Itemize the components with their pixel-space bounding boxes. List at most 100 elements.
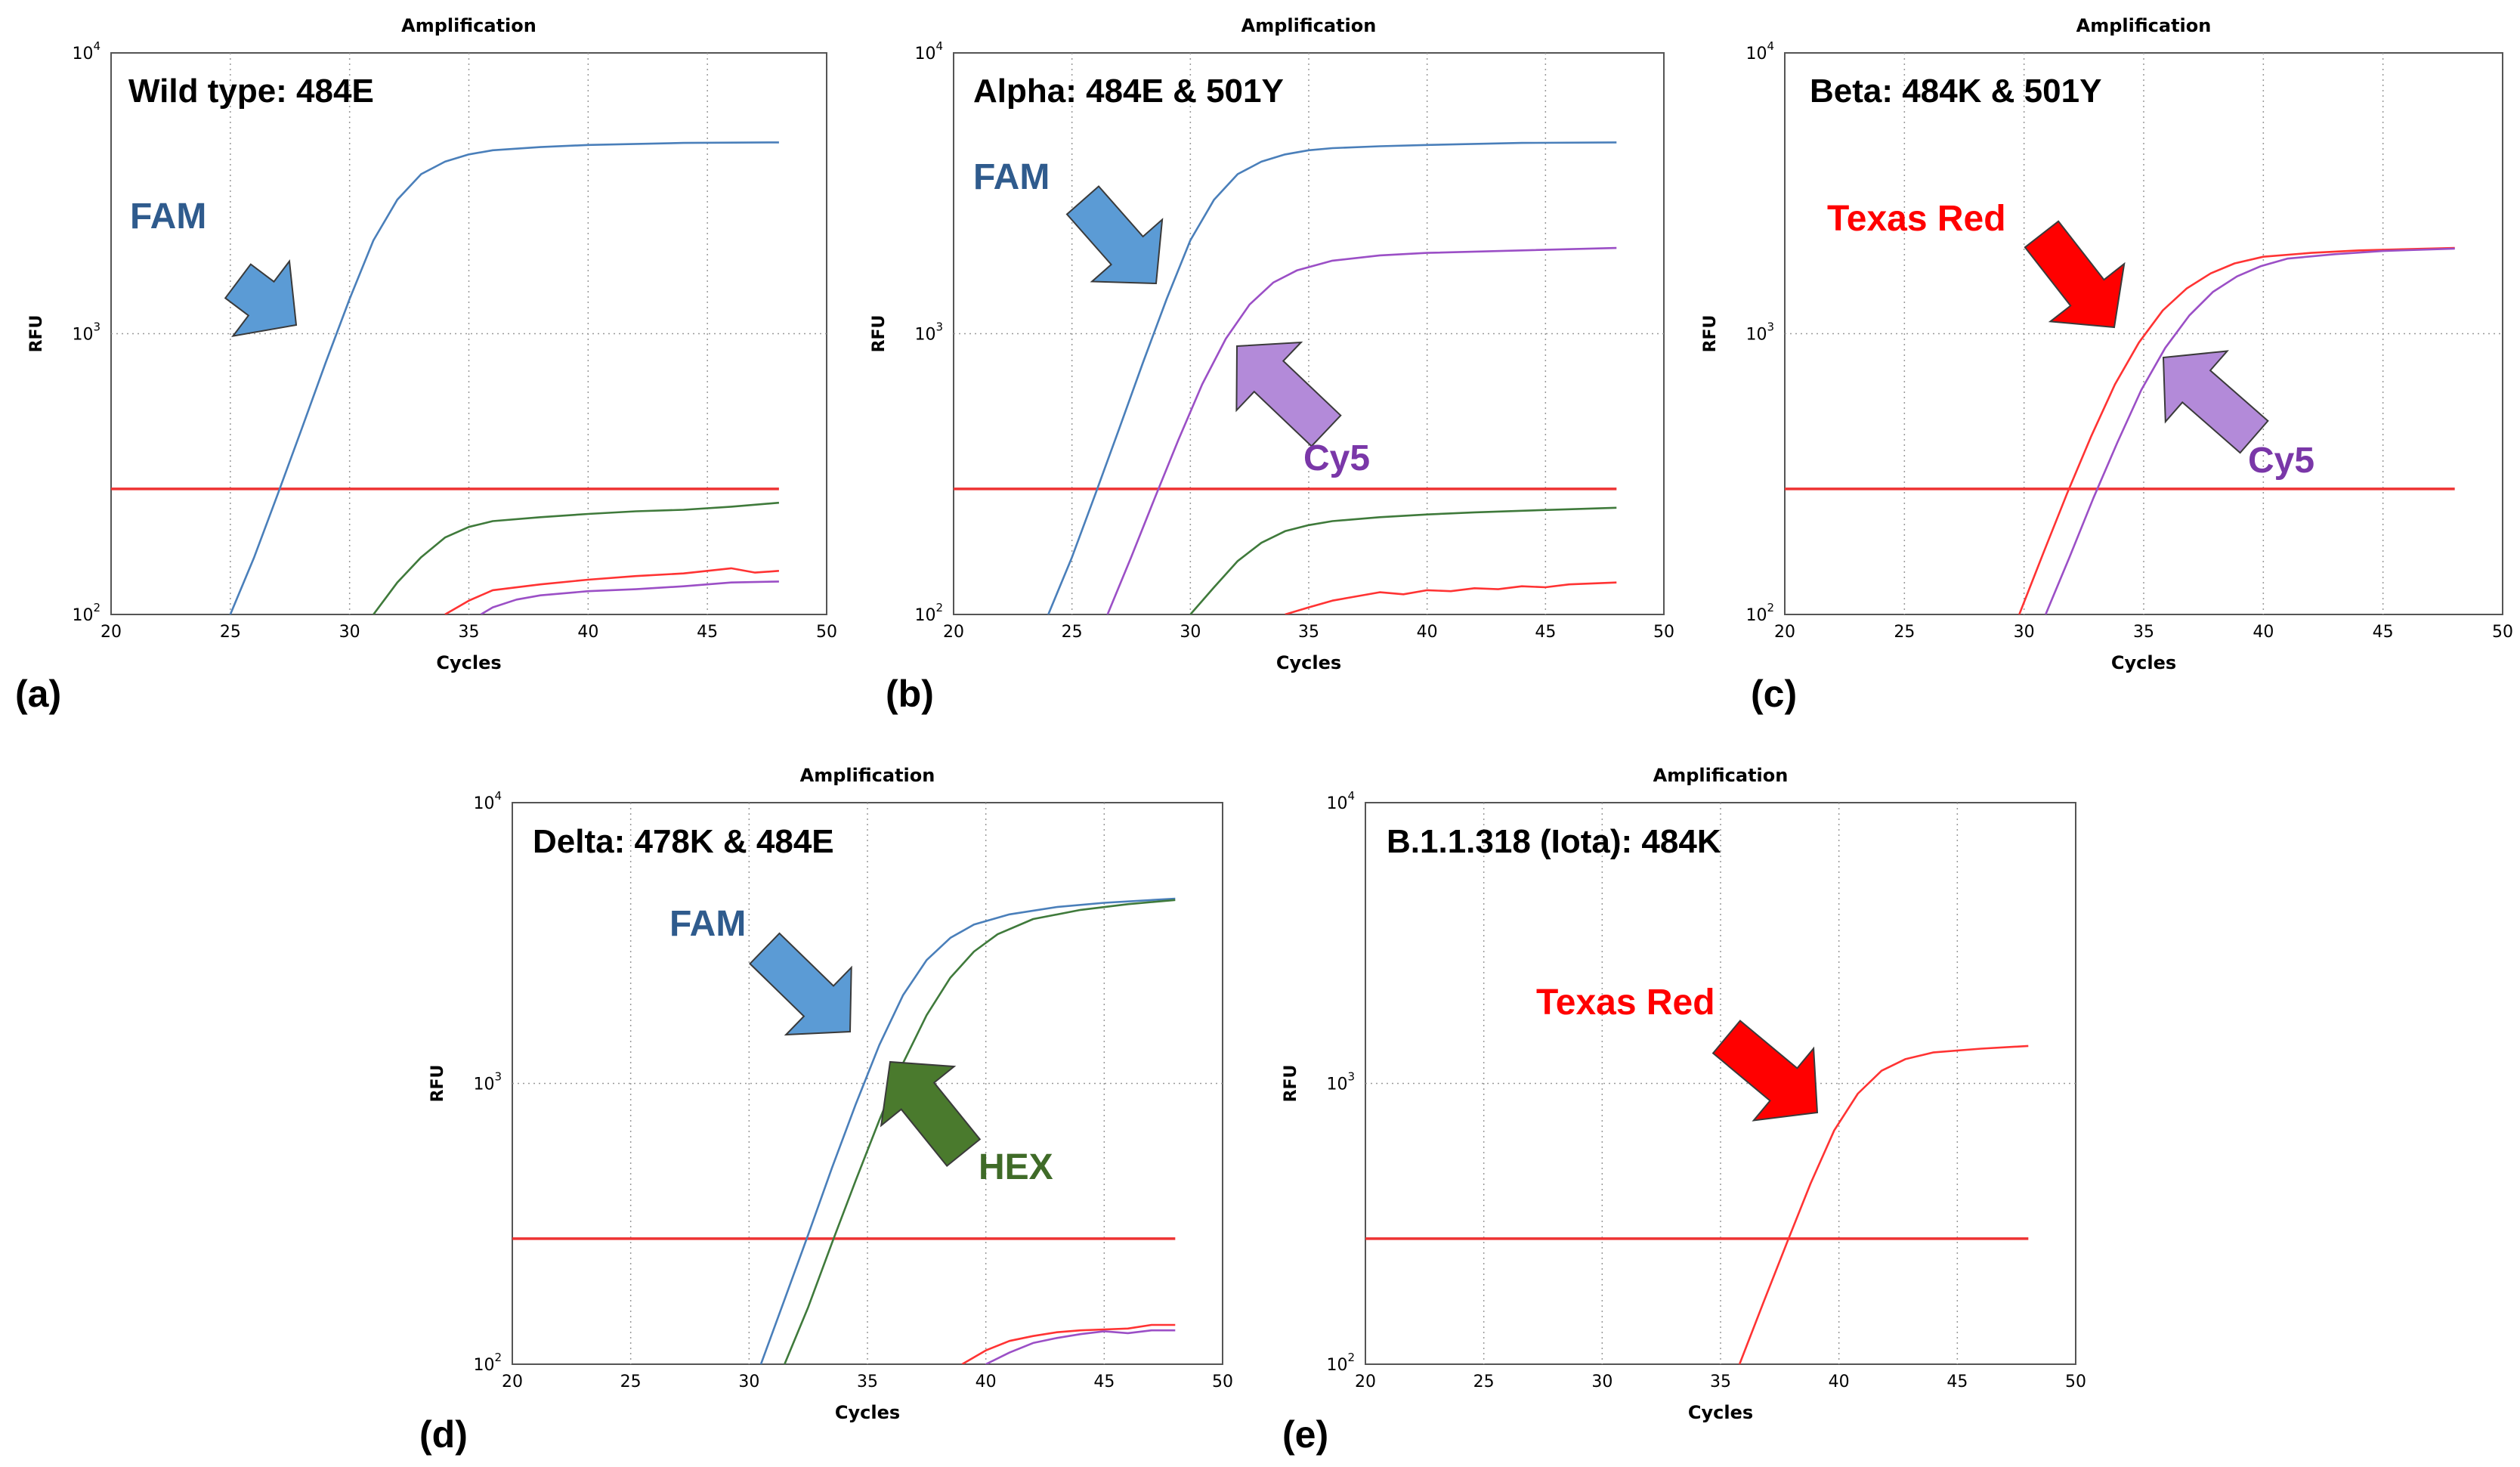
y-tick-label: 104 — [72, 39, 100, 63]
series-line-texas-red — [444, 567, 779, 614]
x-tick-label: 25 — [1062, 623, 1083, 642]
x-tick-label: 50 — [1653, 623, 1674, 642]
channel-annotation: Texas Red — [1827, 199, 2006, 239]
channel-annotation: FAM — [973, 157, 1050, 197]
x-axis-label: Cycles — [835, 1402, 900, 1423]
x-tick-label: 50 — [2492, 623, 2513, 642]
series-line-texas-red — [961, 1323, 1176, 1364]
channel-annotation: FAM — [130, 197, 206, 237]
series-line-cy5 — [1106, 246, 1617, 614]
y-tick-label: 102 — [1745, 601, 1774, 625]
x-axis-label: Cycles — [436, 652, 501, 673]
x-tick-label: 20 — [502, 1373, 523, 1391]
x-tick-label: 45 — [697, 623, 718, 642]
series-group — [512, 897, 1176, 1364]
series-line-texas-red — [1285, 581, 1617, 614]
x-tick-label: 20 — [1774, 623, 1795, 642]
x-axis-label: Cycles — [1688, 1402, 1753, 1423]
y-tick-label: 103 — [72, 320, 100, 345]
x-tick-label: 30 — [1591, 1373, 1612, 1391]
series-group — [1365, 1045, 2029, 1364]
channel-annotation: FAM — [669, 904, 746, 944]
x-tick-label: 30 — [1180, 623, 1201, 642]
x-axis-label: Cycles — [1276, 652, 1341, 673]
x-tick-label: 40 — [1417, 623, 1438, 642]
cy5-arrow — [1235, 341, 1342, 447]
series-line-hex — [1189, 506, 1617, 614]
series-line-texas-red — [1738, 1045, 2029, 1364]
x-tick-label: 40 — [976, 1373, 997, 1391]
y-axis-label: RFU — [428, 1065, 447, 1103]
chart-panel-e: 20 25 30 35 40 45 50 102 103 104 Amplification Cycl… — [1282, 765, 2086, 1456]
x-tick-label: 20 — [1355, 1373, 1376, 1391]
series-group — [954, 141, 1617, 614]
texas-red-arrow — [2024, 220, 2126, 329]
y-tick-label: 102 — [72, 601, 100, 625]
x-tick-label: 35 — [459, 623, 480, 642]
variant-label: B.1.1.318 (Iota): 484K — [1387, 823, 1721, 860]
panel-label: (d) — [419, 1413, 468, 1456]
channel-annotation: HEX — [979, 1147, 1053, 1187]
x-tick-label: 25 — [220, 623, 241, 642]
y-tick-label: 103 — [473, 1070, 502, 1094]
cy5-arrow — [2162, 350, 2269, 454]
chart-panel-c: 20 25 30 35 40 45 50 102 103 104 Amplification Cycl… — [1701, 15, 2513, 715]
y-axis-label: RFU — [1701, 315, 1720, 353]
channel-annotation: Cy5 — [2248, 441, 2314, 481]
series-line-hex — [373, 501, 780, 614]
series-line-fam — [229, 141, 779, 614]
y-tick-label: 104 — [914, 39, 943, 63]
panel-label: (e) — [1282, 1413, 1328, 1456]
y-tick-label: 103 — [1745, 320, 1774, 345]
series-line-fam — [1047, 141, 1617, 614]
y-tick-label: 102 — [1326, 1351, 1355, 1375]
x-tick-label: 50 — [2065, 1373, 2086, 1391]
chart-title: Amplification — [401, 15, 536, 36]
variant-label: Beta: 484K & 501Y — [1810, 73, 2101, 110]
y-tick-label: 104 — [1745, 39, 1774, 63]
variant-label: Wild type: 484E — [128, 73, 374, 110]
x-tick-label: 40 — [577, 623, 598, 642]
y-tick-label: 104 — [1326, 789, 1355, 813]
x-tick-label: 35 — [857, 1373, 878, 1391]
x-tick-label: 50 — [816, 623, 837, 642]
x-tick-label: 50 — [1212, 1373, 1233, 1391]
y-tick-label: 102 — [914, 601, 943, 625]
variant-label: Delta: 478K & 484E — [533, 823, 834, 860]
chart-title: Amplification — [1241, 15, 1377, 36]
x-tick-label: 20 — [943, 623, 964, 642]
x-tick-label: 25 — [1894, 623, 1915, 642]
chart-title: Amplification — [1653, 765, 1789, 786]
channel-annotation: Texas Red — [1536, 983, 1715, 1023]
series-group — [1785, 246, 2455, 614]
chart-panel-d: 20 25 30 35 40 45 50 102 103 104 Amplification Cycl… — [419, 765, 1233, 1456]
series-group — [111, 141, 780, 614]
series-line-cy5 — [2045, 247, 2455, 614]
fam-arrow — [224, 258, 298, 338]
x-axis-label: Cycles — [2111, 652, 2176, 673]
y-axis-label: RFU — [1282, 1065, 1300, 1103]
series-line-fam — [759, 897, 1176, 1364]
variant-label: Alpha: 484E & 501Y — [973, 73, 1284, 110]
y-tick-label: 104 — [473, 789, 502, 813]
series-line-hex — [784, 899, 1176, 1364]
x-tick-label: 40 — [2253, 623, 2274, 642]
x-tick-label: 25 — [1473, 1373, 1495, 1391]
fam-arrow — [1065, 185, 1164, 285]
x-tick-label: 35 — [1710, 1373, 1731, 1391]
x-tick-label: 30 — [339, 623, 360, 642]
chart-panel-a: 20 25 30 35 40 45 50 102 103 104 Amplification Cycl… — [15, 15, 837, 715]
x-tick-label: 45 — [1946, 1373, 1968, 1391]
panel-label: (b) — [886, 673, 934, 715]
series-line-cy5 — [480, 580, 779, 614]
chart-title: Amplification — [2076, 15, 2212, 36]
x-tick-label: 20 — [100, 623, 122, 642]
y-tick-label: 102 — [473, 1351, 502, 1375]
x-tick-label: 35 — [2133, 623, 2154, 642]
panel-label: (a) — [15, 673, 61, 715]
panel-label: (c) — [1751, 673, 1797, 715]
y-tick-label: 103 — [914, 320, 943, 345]
x-tick-label: 45 — [1535, 623, 1556, 642]
chart-title: Amplification — [800, 765, 935, 786]
